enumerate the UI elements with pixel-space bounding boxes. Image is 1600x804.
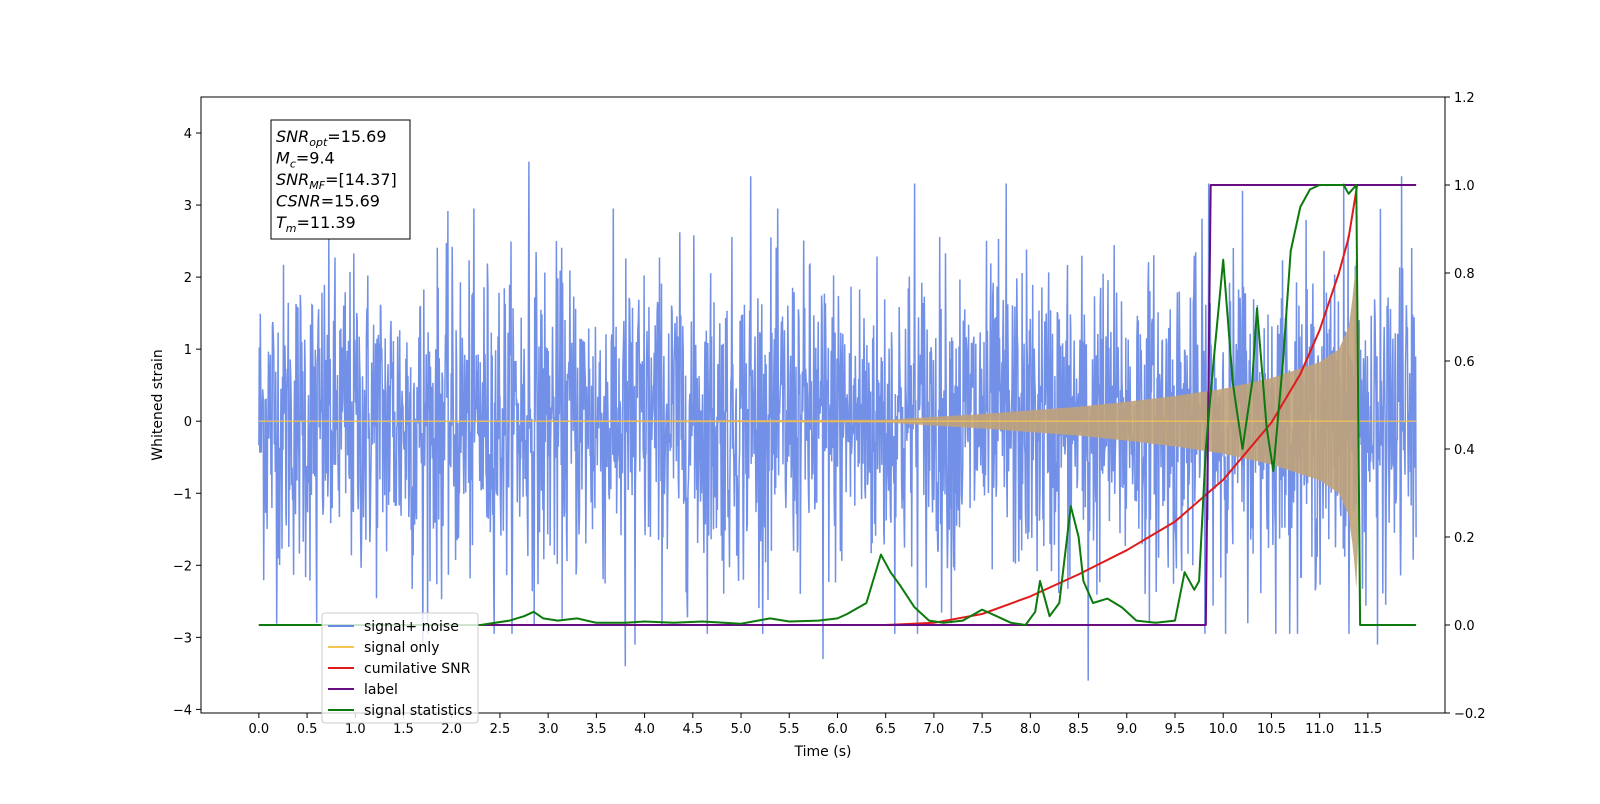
x-tick-label: 9.0	[1116, 722, 1137, 737]
stats-subscript: MF	[309, 179, 325, 192]
stats-symbol: M	[276, 149, 290, 168]
legend-label: signal only	[364, 640, 439, 656]
stats-subscript: c	[290, 158, 296, 171]
stats-symbol: SNR	[276, 170, 309, 189]
y-right-tick-label: 0.8	[1454, 267, 1475, 282]
stats-value: =15.69	[327, 127, 386, 146]
series-signal-noise-line	[258, 161, 1417, 681]
series-cumilative-snr-line	[258, 184, 1417, 626]
x-tick-label: 3.0	[538, 722, 559, 737]
plot-layer	[258, 161, 1417, 681]
stats-box-frame	[270, 119, 411, 240]
plot-frame	[200, 96, 1446, 714]
y-left-tick-label: −2	[173, 559, 192, 574]
stats-value: =9.4	[296, 149, 335, 168]
y-right-tick-label: 0.6	[1454, 355, 1475, 370]
stats-value: =15.69	[321, 192, 380, 211]
plot-area	[258, 161, 1417, 681]
x-tick-label: 5.5	[779, 722, 800, 737]
stats-symbol: CSNR	[276, 192, 321, 211]
x-tick-label: 11.0	[1305, 722, 1334, 737]
series-label-line	[258, 184, 1417, 626]
y-left-tick-label: 0	[184, 415, 192, 430]
legend-label: signal+ noise	[364, 619, 459, 635]
y-right-tick-label: 1.2	[1454, 91, 1475, 106]
axes: 0.0 0.5 1.0 1.5 2.0 2.5 3.0 3.5 4.0 4.5 5.0 5.5 6.0 6…	[150, 91, 1486, 760]
x-tick-label: 2.0	[441, 722, 462, 737]
y-left-tick-label: 2	[184, 271, 192, 286]
x-tick-label: 10.5	[1257, 722, 1286, 737]
stats-line: SNRopt=15.69	[276, 127, 387, 149]
x-tick-label: 0.0	[249, 722, 270, 737]
legend-frame	[321, 612, 479, 724]
y-axis-label: Whitened strain	[150, 349, 166, 460]
x-axis-label: Time (s)	[794, 744, 852, 760]
x-tick-label: 8.5	[1068, 722, 1089, 737]
x-tick-label: 1.0	[345, 722, 366, 737]
legend-label: label	[364, 682, 398, 698]
x-tick-label: 10.0	[1209, 722, 1238, 737]
x-tick-label: 6.5	[875, 722, 896, 737]
x-tick-label: 4.5	[682, 722, 703, 737]
stats-subscript: m	[286, 222, 297, 235]
stats-value: =11.39	[297, 213, 356, 232]
stats-symbol: SNR	[276, 127, 309, 146]
x-tick-label: 9.5	[1165, 722, 1186, 737]
y-left-tick-label: 3	[184, 199, 192, 214]
legend-label: cumilative SNR	[364, 661, 471, 677]
x-tick-label: 1.5	[393, 722, 414, 737]
stats-subscript: opt	[309, 136, 328, 149]
x-tick-label: 2.5	[490, 722, 511, 737]
y-right-tick-label: 0.4	[1454, 443, 1475, 458]
y-right-tick-label: −0.2	[1454, 707, 1486, 722]
stats-line: Mc=9.4	[276, 149, 335, 171]
series-signal-statistics-line	[258, 184, 1417, 626]
stats-line: CSNR=15.69	[276, 192, 380, 211]
y-right-tick-label: 1.0	[1454, 179, 1475, 194]
x-tick-label: 11.5	[1353, 722, 1382, 737]
x-tick-label: 5.0	[731, 722, 752, 737]
y-left-tick-label: −4	[173, 703, 192, 718]
x-tick-label: 4.0	[634, 722, 655, 737]
x-tick-label: 3.5	[586, 722, 607, 737]
stats-line: SNRMF=[14.37]	[276, 170, 397, 192]
x-tick-label: 7.0	[924, 722, 945, 737]
legend-label: signal statistics	[364, 703, 472, 719]
y-left-tick-label: −3	[173, 631, 192, 646]
y-left-tick-label: −1	[173, 487, 192, 502]
x-tick-label: 7.5	[972, 722, 993, 737]
stats-box: SNRopt=15.69Mc=9.4SNRMF=[14.37]CSNR=15.6…	[270, 119, 411, 240]
y-right-tick-label: 0.2	[1454, 531, 1475, 546]
y-right-tick-label: 0.0	[1454, 619, 1475, 634]
y-left-tick-label: 1	[184, 343, 192, 358]
stats-value: =[14.37]	[325, 170, 397, 189]
legend: signal+ noise signal only cumilative SNR la…	[321, 612, 479, 724]
stats-symbol: T	[276, 213, 287, 232]
x-tick-label: 6.0	[827, 722, 848, 737]
x-tick-label: 0.5	[297, 722, 318, 737]
stats-line: Tm=11.39	[276, 213, 356, 235]
x-tick-label: 8.0	[1020, 722, 1041, 737]
y-left-tick-label: 4	[184, 127, 192, 142]
